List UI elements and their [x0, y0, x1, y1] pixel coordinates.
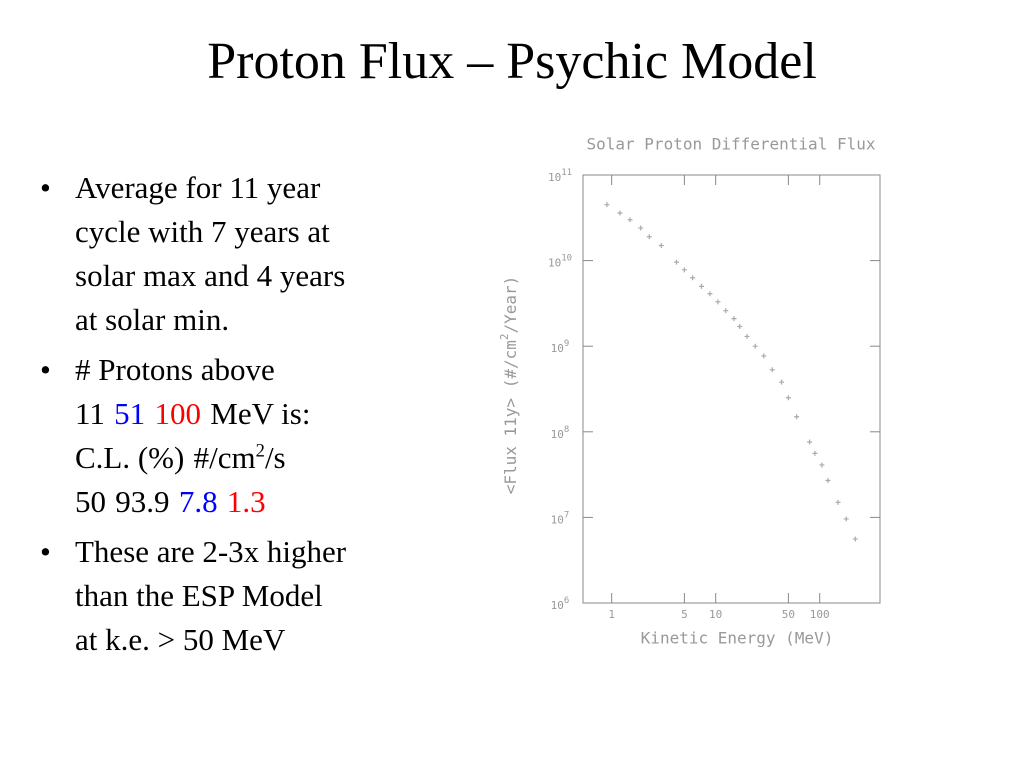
x-tick-label: 50 [782, 608, 795, 621]
bullet-line: solar max and 4 years [75, 254, 460, 298]
y-tick-label: 108 [551, 424, 570, 441]
text-segment: 1.3 [226, 484, 266, 519]
data-point [752, 343, 758, 349]
tick-exponent: 9 [564, 339, 569, 349]
text-segment: cycle with 7 years at [75, 214, 330, 249]
chart-title: Solar Proton Differential Flux [587, 135, 876, 154]
bullet-line: than the ESP Model [75, 574, 460, 618]
text-segment: 50 [75, 484, 106, 519]
x-tick-label: 1 [608, 608, 615, 621]
data-point [723, 308, 729, 314]
text-segment: 93.9 [115, 484, 170, 519]
superscript: 2 [498, 334, 511, 341]
bullet: Average for 11 year cycle with 7 years at… [40, 166, 460, 342]
tick-exponent: 7 [564, 510, 569, 520]
data-point [843, 516, 849, 522]
data-point [681, 267, 687, 273]
text-segment: MeV is: [210, 396, 311, 431]
data-point [646, 234, 652, 240]
text-segment: 7.8 [178, 484, 218, 519]
data-point [807, 439, 813, 445]
data-point [794, 414, 800, 420]
y-tick-label: 1010 [548, 253, 572, 270]
tick-exponent: 6 [564, 596, 569, 606]
tick-base: 10 [551, 428, 564, 441]
superscript: 2 [255, 440, 265, 462]
tick-base: 10 [551, 513, 564, 526]
data-point [769, 367, 775, 373]
data-point [819, 462, 825, 468]
slide-title: Proton Flux – Psychic Model [207, 33, 817, 90]
text-segment: These are 2-3x higher [75, 534, 347, 569]
bullet-line: at solar min. [75, 298, 460, 342]
data-point [761, 353, 767, 359]
text-segment: C.L. (%) [75, 440, 185, 475]
tick-exponent: 11 [561, 168, 572, 178]
data-point [835, 499, 841, 505]
tick-base: 10 [551, 342, 564, 355]
data-point [812, 450, 818, 456]
text-segment: 11 [75, 396, 105, 431]
label-segment: <Flux 11y> (#/cm [501, 340, 520, 494]
x-axis-label: Kinetic Energy (MeV) [641, 629, 834, 648]
bullet-line: cycle with 7 years at [75, 210, 460, 254]
x-tick-label: 100 [810, 608, 830, 621]
data-point [779, 379, 785, 385]
tick-exponent: 8 [564, 424, 569, 434]
y-tick-label: 109 [551, 339, 570, 356]
data-point [617, 210, 623, 216]
data-point [715, 299, 721, 305]
data-point [707, 291, 713, 297]
tick-base: 10 [548, 257, 561, 270]
data-point [690, 275, 696, 281]
text-segment: # Protons above [75, 352, 275, 387]
text-segment: #/cm [193, 440, 256, 475]
data-point [604, 202, 610, 208]
text-segment: at k.e. > 50 MeV [75, 622, 286, 657]
y-axis-label: <Flux 11y> (#/cm2/Year) [498, 276, 520, 495]
data-point [674, 259, 680, 265]
plot-frame [582, 174, 881, 604]
y-tick-label: 107 [551, 510, 570, 527]
data-point [731, 316, 737, 322]
data-point [737, 323, 743, 329]
y-tick-label: 106 [551, 596, 570, 613]
data-point [638, 225, 644, 231]
data-point [825, 477, 831, 483]
data-point [627, 217, 633, 223]
text-segment: than the ESP Model [75, 578, 323, 613]
text-segment: Average for 11 year [75, 170, 321, 205]
text-segment: solar max and 4 years [75, 258, 346, 293]
x-tick-label: 5 [681, 608, 688, 621]
x-tick-label: 10 [709, 608, 722, 621]
tick-base: 10 [551, 599, 564, 612]
bullet-line: C.L. (%) #/cm2/s [75, 436, 460, 480]
data-point [658, 243, 664, 249]
bullet-line: 50 93.9 7.8 1.3 [75, 480, 460, 524]
bullet-line: at k.e. > 50 MeV [75, 618, 460, 662]
tick-base: 10 [548, 171, 561, 184]
bullet-line: # Protons above [75, 348, 460, 392]
data-point [852, 536, 858, 542]
bullet-line: 11 51 100 MeV is: [75, 392, 460, 436]
label-segment: /Year) [501, 276, 520, 334]
text-segment: /s [264, 440, 286, 475]
bullet-line: Average for 11 year [75, 166, 460, 210]
data-point [744, 333, 750, 339]
y-tick-label: 1011 [548, 168, 572, 185]
data-point [698, 283, 704, 289]
bullet-line: These are 2-3x higher [75, 530, 460, 574]
tick-exponent: 10 [561, 253, 572, 263]
bullet: These are 2-3x higher than the ESP Model a… [40, 530, 460, 662]
text-segment: at solar min. [75, 302, 230, 337]
bullet-list: Average for 11 year cycle with 7 years at… [40, 166, 460, 668]
data-point [785, 395, 791, 401]
text-segment: 51 [114, 396, 146, 431]
text-segment: 100 [154, 396, 201, 431]
